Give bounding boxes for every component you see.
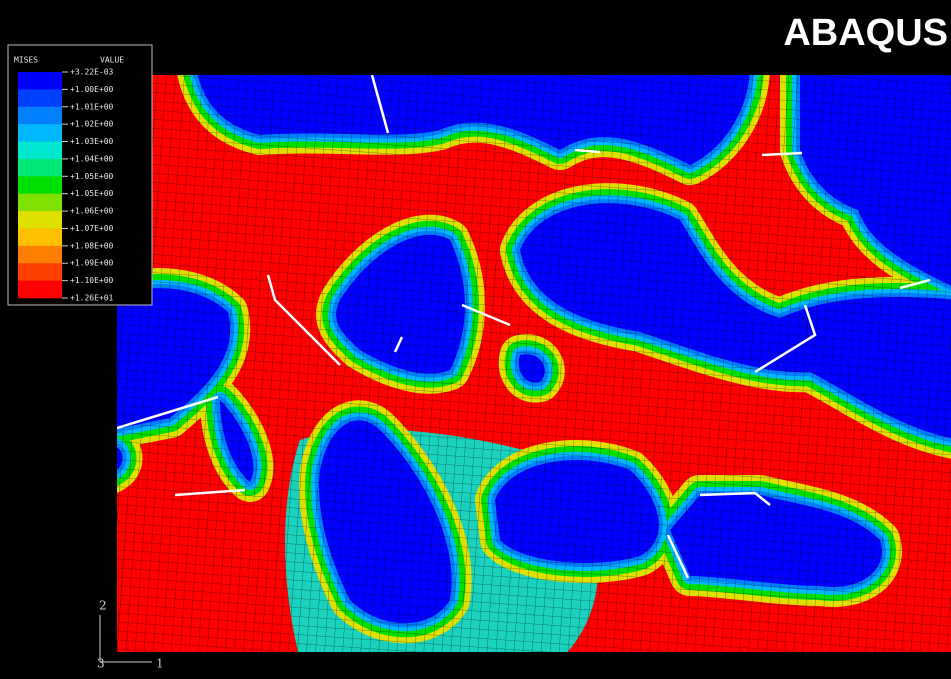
mesh-overlay	[100, 60, 951, 670]
legend-swatch	[18, 159, 62, 177]
triad-label: 1	[156, 657, 164, 671]
legend-label: +3.22E-03	[70, 68, 114, 77]
legend-label: +1.02E+00	[70, 120, 114, 129]
legend: MISES VALUE +3.22E-03 +1.00E+00 +1.01E+00 +…	[8, 45, 152, 305]
legend-label: +1.08E+00	[70, 241, 114, 250]
legend-swatch	[18, 246, 62, 264]
legend-label: +1.26E+01	[70, 294, 114, 303]
legend-swatch	[18, 263, 62, 281]
legend-label: +1.00E+00	[70, 85, 114, 94]
legend-swatch	[18, 176, 62, 194]
legend-label: +1.01E+00	[70, 102, 114, 111]
legend-swatch	[18, 281, 62, 299]
legend-swatch	[18, 142, 62, 160]
legend-swatch	[18, 211, 62, 229]
legend-swatch	[18, 89, 62, 107]
legend-label: +1.05E+00	[70, 172, 114, 181]
triad-label: 3	[97, 657, 105, 671]
legend-label: +1.04E+00	[70, 154, 114, 163]
page: ABAQUS contour plot html, body { margin:…	[0, 0, 951, 679]
legend-label: +1.06E+00	[70, 207, 114, 216]
legend-label: +1.09E+00	[70, 259, 114, 268]
legend-swatch	[18, 124, 62, 142]
logo-title: ABAQUS	[783, 12, 948, 54]
legend-column: VALUE	[100, 56, 124, 65]
contour-plot	[100, 60, 951, 670]
legend-label: +1.05E+00	[70, 189, 114, 198]
legend-swatch	[18, 194, 62, 212]
legend-label: +1.03E+00	[70, 137, 114, 146]
triad-label: 2	[99, 599, 107, 613]
page-body: {"title": "ABAQUS", "legend": {"variable…	[0, 0, 951, 679]
legend-label: +1.07E+00	[70, 224, 114, 233]
legend-variable: MISES	[14, 56, 38, 65]
legend-swatch	[18, 72, 62, 90]
legend-swatch	[18, 107, 62, 125]
viewport: MISES VALUE +3.22E-03 +1.00E+00 +1.01E+00 +…	[0, 0, 951, 679]
legend-swatch	[18, 228, 62, 246]
legend-label: +1.10E+00	[70, 276, 114, 285]
